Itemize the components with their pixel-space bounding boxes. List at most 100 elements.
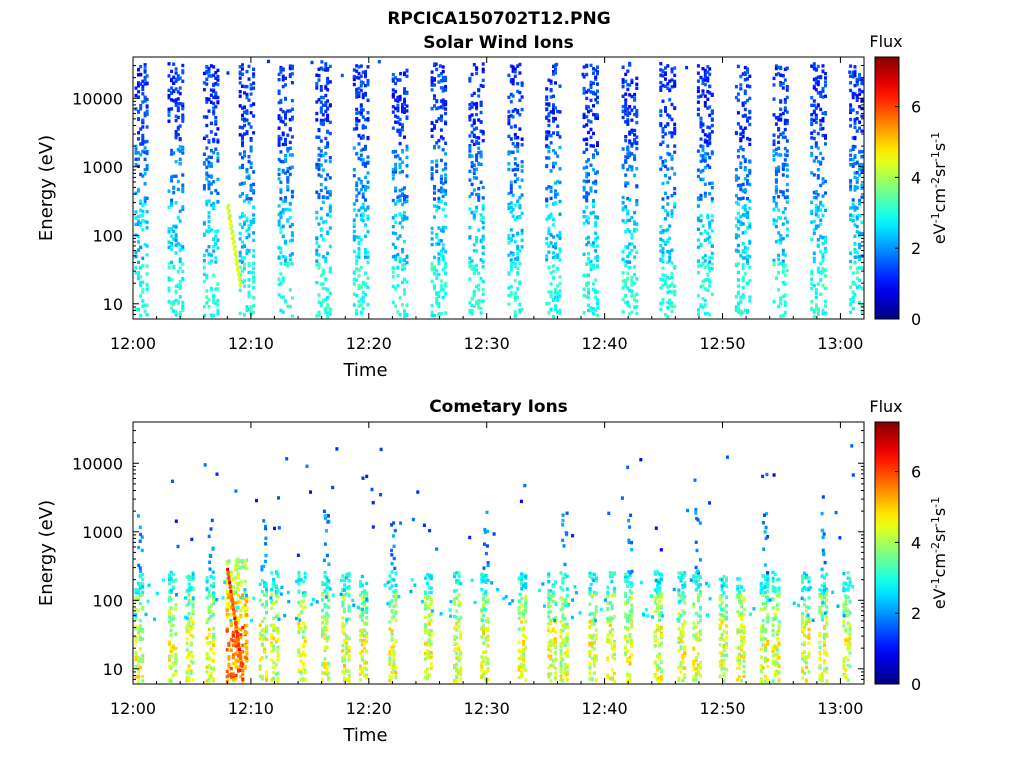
heatmap-cell [345, 636, 349, 641]
heatmap-cell [810, 307, 814, 311]
heatmap-cell [169, 679, 173, 683]
heatmap-cell [170, 234, 174, 238]
heatmap-cell [441, 207, 445, 212]
heatmap-cell [701, 92, 705, 96]
heatmap-cell [214, 116, 218, 120]
heatmap-cell [511, 142, 515, 146]
heatmap-cell [363, 659, 367, 664]
heatmap-cell [518, 216, 522, 220]
heatmap-cell [441, 89, 445, 93]
heatmap-cell [394, 595, 398, 600]
heatmap-cell [396, 99, 400, 103]
heatmap-cell [319, 85, 323, 89]
heatmap-cell [286, 207, 290, 212]
heatmap-cell [214, 95, 218, 100]
heatmap-cell [241, 670, 245, 675]
heatmap-cell [441, 102, 445, 107]
heatmap-cell [359, 629, 362, 633]
heatmap-cell [243, 566, 247, 570]
heatmap-cell [748, 96, 752, 101]
heatmap-cell [624, 106, 628, 110]
heatmap-cell [137, 563, 141, 568]
heatmap-cell [777, 257, 781, 262]
heatmap-cell [783, 135, 787, 139]
heatmap-cell [323, 628, 327, 632]
heatmap-cell [509, 137, 513, 141]
heatmap-cell [360, 639, 364, 643]
heatmap-cell [812, 284, 816, 288]
heatmap-cell [315, 241, 319, 245]
heatmap-cell [435, 163, 439, 167]
heatmap-cell [774, 180, 778, 184]
heatmap-cell [343, 677, 346, 681]
heatmap-cell [364, 198, 367, 202]
heatmap-cell [366, 255, 370, 259]
heatmap-cell [437, 290, 441, 295]
heatmap-cell [214, 301, 218, 306]
heatmap-cell [357, 65, 361, 69]
heatmap-cell [326, 251, 330, 255]
heatmap-cell [245, 596, 249, 600]
heatmap-cell [554, 71, 557, 75]
heatmap-cell [708, 279, 712, 283]
heatmap-cell [319, 106, 323, 110]
heatmap-cell [444, 189, 448, 193]
heatmap-cell [252, 81, 256, 85]
heatmap-cell [783, 282, 787, 286]
heatmap-cell [326, 230, 330, 234]
heatmap-cell [777, 146, 781, 150]
heatmap-cell [284, 122, 287, 127]
heatmap-cell [444, 271, 448, 275]
heatmap-cell [262, 519, 266, 523]
heatmap-cell [325, 604, 329, 608]
heatmap-cell [439, 118, 443, 123]
heatmap-cell [270, 606, 274, 610]
heatmap-cell [810, 209, 814, 214]
heatmap-cell [819, 261, 823, 266]
heatmap-cell [212, 101, 216, 106]
heatmap-cell [587, 110, 590, 114]
heatmap-cell [630, 80, 634, 85]
heatmap-cell [297, 625, 301, 629]
heatmap-cell [699, 231, 703, 236]
heatmap-cell [355, 188, 359, 192]
heatmap-cell [170, 198, 174, 202]
heatmap-cell [191, 609, 195, 613]
heatmap-cell [241, 214, 244, 218]
heatmap-cell [345, 592, 349, 596]
heatmap-cell [302, 678, 305, 682]
heatmap-cell [279, 188, 283, 192]
heatmap-cell [589, 144, 593, 148]
heatmap-cell [772, 207, 776, 212]
heatmap-cell [237, 593, 240, 598]
heatmap-cell [628, 312, 632, 316]
heatmap-cell [810, 277, 814, 281]
heatmap-cell [237, 617, 240, 622]
heatmap-cell [661, 254, 665, 258]
heatmap-cell [181, 186, 185, 191]
heatmap-cell [670, 304, 674, 309]
heatmap-cell [439, 239, 443, 243]
x-axis-label: Time [342, 360, 387, 381]
heatmap-cell [205, 97, 209, 101]
heatmap-cell [783, 153, 787, 157]
heatmap-cell [708, 313, 712, 317]
heatmap-cell [357, 142, 361, 146]
heatmap-cell [746, 254, 749, 258]
heatmap-cell [357, 286, 361, 291]
heatmap-cell [661, 205, 665, 209]
heatmap-cell [299, 677, 303, 682]
heatmap-cell [167, 262, 171, 266]
heatmap-cell [670, 211, 674, 216]
heatmap-cell [212, 640, 216, 644]
heatmap-cell [321, 671, 324, 675]
heatmap-cell [783, 263, 787, 267]
heatmap-cell [774, 72, 778, 77]
heatmap-cell [435, 208, 439, 213]
heatmap-cell [260, 637, 264, 641]
heatmap-cell [392, 610, 396, 614]
heatmap-cell [279, 150, 283, 154]
heatmap-cell [824, 112, 827, 116]
heatmap-cell [185, 655, 189, 660]
heatmap-cell [328, 214, 332, 218]
